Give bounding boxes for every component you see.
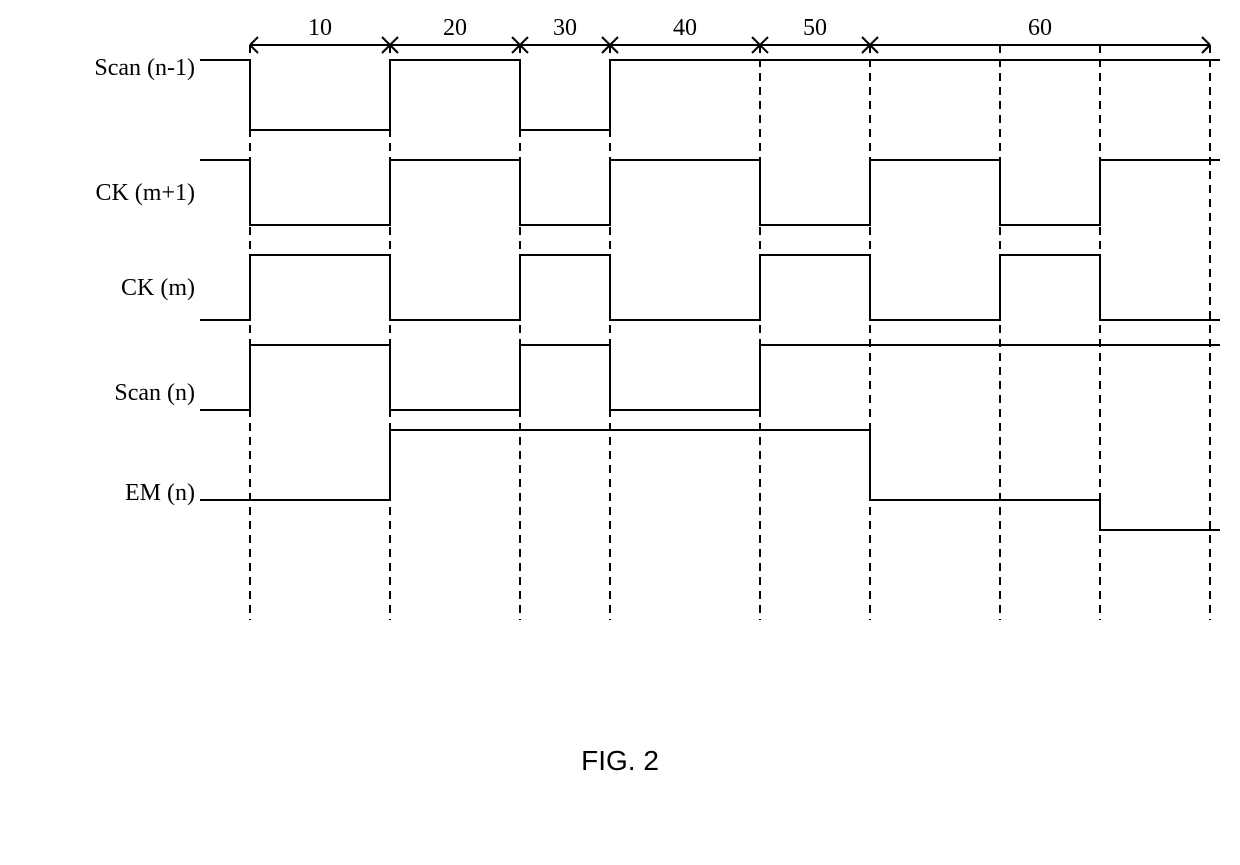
timing-diagram: 102030405060 Scan (n-1)CK (m+1)CK (m)Sca… bbox=[0, 0, 1240, 865]
phase-label: 10 bbox=[308, 15, 332, 41]
waveform bbox=[200, 430, 1220, 530]
signal-label: Scan (n) bbox=[114, 380, 195, 406]
phase-labels: 10 20 30 40 50 60 bbox=[308, 15, 1052, 41]
signal-labels: Scan (n-1) CK (m+1) CK (m) Scan (n) EM (n) bbox=[94, 55, 195, 506]
waveform bbox=[200, 60, 1220, 130]
signal-label: CK (m+1) bbox=[95, 180, 195, 206]
signal-label: CK (m) bbox=[121, 275, 195, 301]
figure-label: FIG. 2 bbox=[581, 745, 659, 776]
phase-label: 40 bbox=[673, 15, 697, 41]
waveform bbox=[200, 255, 1220, 320]
phase-dimension-lines bbox=[250, 37, 1210, 53]
phase-label: 60 bbox=[1028, 15, 1052, 41]
phase-label: 50 bbox=[803, 15, 827, 41]
phase-label: 20 bbox=[443, 15, 467, 41]
waveform bbox=[200, 160, 1220, 225]
signal-label: Scan (n-1) bbox=[94, 55, 195, 81]
signal-label: EM (n) bbox=[125, 480, 195, 506]
waveform bbox=[200, 345, 1220, 410]
phase-label: 30 bbox=[553, 15, 577, 41]
signal-waveforms bbox=[200, 60, 1220, 530]
phase-boundary-lines bbox=[250, 45, 1210, 620]
